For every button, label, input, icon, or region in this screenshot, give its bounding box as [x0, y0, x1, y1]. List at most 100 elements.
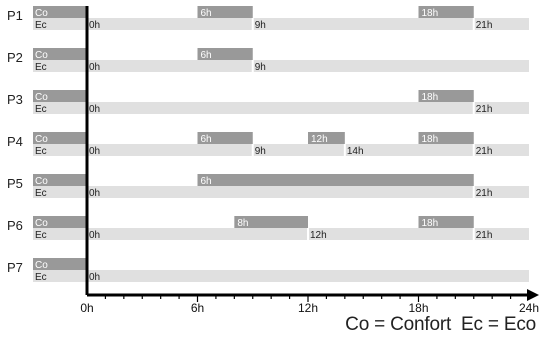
eco-start-label: 0h: [89, 230, 100, 241]
eco-divider: [472, 102, 475, 114]
axis-tick-label: 18h: [408, 301, 428, 315]
confort-row-label: Co: [35, 176, 48, 187]
eco-start-label: 21h: [476, 104, 493, 115]
axis-tick-label: 24h: [519, 301, 539, 315]
confort-start-label: 18h: [422, 134, 439, 145]
confort-row-tab: [33, 90, 87, 102]
eco-row-label: Ec: [35, 62, 47, 73]
confort-start-label: 18h: [422, 218, 439, 229]
confort-start-label: 12h: [311, 134, 328, 145]
program-label: P2: [7, 50, 23, 65]
eco-start-label: 0h: [89, 20, 100, 31]
confort-start-label: 6h: [201, 134, 212, 145]
program-label: P3: [7, 92, 23, 107]
legend: Co = Confort Ec = Eco: [345, 314, 536, 336]
confort-start-label: 18h: [422, 8, 439, 19]
eco-row-label: Ec: [35, 272, 47, 283]
legend-confort: Co = Confort: [345, 314, 452, 335]
eco-divider: [307, 228, 309, 240]
eco-bar: [33, 60, 529, 72]
confort-row-label: Co: [35, 50, 48, 61]
eco-divider: [472, 228, 475, 240]
eco-start-label: 9h: [255, 62, 266, 73]
confort-segment: [197, 48, 253, 60]
confort-row-label: Co: [35, 134, 48, 145]
eco-divider: [251, 18, 254, 30]
confort-segment: [418, 6, 474, 18]
eco-start-label: 21h: [476, 230, 493, 241]
confort-row-tab: [33, 48, 87, 60]
confort-row-label: Co: [35, 260, 48, 271]
eco-bar: [33, 144, 529, 156]
axis-tick-label: 12h: [298, 301, 318, 315]
axis-arrow-icon: [527, 289, 539, 301]
eco-bar: [33, 270, 529, 282]
confort-row-label: Co: [35, 8, 48, 19]
eco-divider: [251, 144, 254, 156]
eco-start-label: 9h: [255, 146, 266, 157]
program-label: P1: [7, 8, 23, 23]
confort-row-tab: [33, 174, 87, 186]
confort-row-label: Co: [35, 92, 48, 103]
confort-segment: [308, 132, 345, 144]
eco-row-label: Ec: [35, 20, 47, 31]
eco-start-label: 0h: [89, 104, 100, 115]
eco-divider: [472, 144, 475, 156]
confort-row-tab: [33, 258, 87, 270]
confort-start-label: 8h: [237, 218, 248, 229]
eco-bar: [33, 102, 529, 114]
confort-row-label: Co: [35, 218, 48, 229]
program-label: P6: [7, 218, 23, 233]
confort-segment: [197, 132, 253, 144]
legend-eco: Ec = Eco: [461, 314, 536, 335]
program-label: P7: [7, 260, 23, 275]
confort-segment: [197, 174, 474, 186]
program-label: P5: [7, 176, 23, 191]
eco-divider: [472, 186, 475, 198]
eco-divider: [251, 60, 254, 72]
confort-segment: [234, 216, 308, 228]
eco-row-label: Ec: [35, 230, 47, 241]
confort-start-label: 6h: [201, 176, 212, 187]
eco-bar: [33, 228, 529, 240]
confort-segment: [197, 6, 253, 18]
axis-tick-label: 0h: [80, 301, 93, 315]
confort-segment: [418, 216, 474, 228]
confort-start-label: 6h: [201, 50, 212, 61]
axis-tick-label: 6h: [191, 301, 204, 315]
eco-bar: [33, 18, 529, 30]
confort-start-label: 18h: [422, 92, 439, 103]
eco-row-label: Ec: [35, 146, 47, 157]
eco-start-label: 14h: [347, 146, 364, 157]
eco-row-label: Ec: [35, 188, 47, 199]
confort-segment: [418, 90, 474, 102]
eco-divider: [343, 144, 346, 156]
confort-row-tab: [33, 216, 87, 228]
eco-start-label: 0h: [89, 62, 100, 73]
eco-start-label: 0h: [89, 188, 100, 199]
confort-segment: [418, 132, 474, 144]
eco-start-label: 12h: [310, 230, 327, 241]
eco-start-label: 9h: [255, 20, 266, 31]
confort-row-tab: [33, 132, 87, 144]
eco-bar: [33, 186, 529, 198]
eco-start-label: 0h: [89, 146, 100, 157]
eco-start-label: 0h: [89, 272, 100, 283]
confort-start-label: 6h: [201, 8, 212, 19]
eco-start-label: 21h: [476, 188, 493, 199]
eco-row-label: Ec: [35, 104, 47, 115]
eco-start-label: 21h: [476, 20, 493, 31]
eco-divider: [472, 18, 475, 30]
confort-row-tab: [33, 6, 87, 18]
program-label: P4: [7, 134, 23, 149]
eco-start-label: 21h: [476, 146, 493, 157]
